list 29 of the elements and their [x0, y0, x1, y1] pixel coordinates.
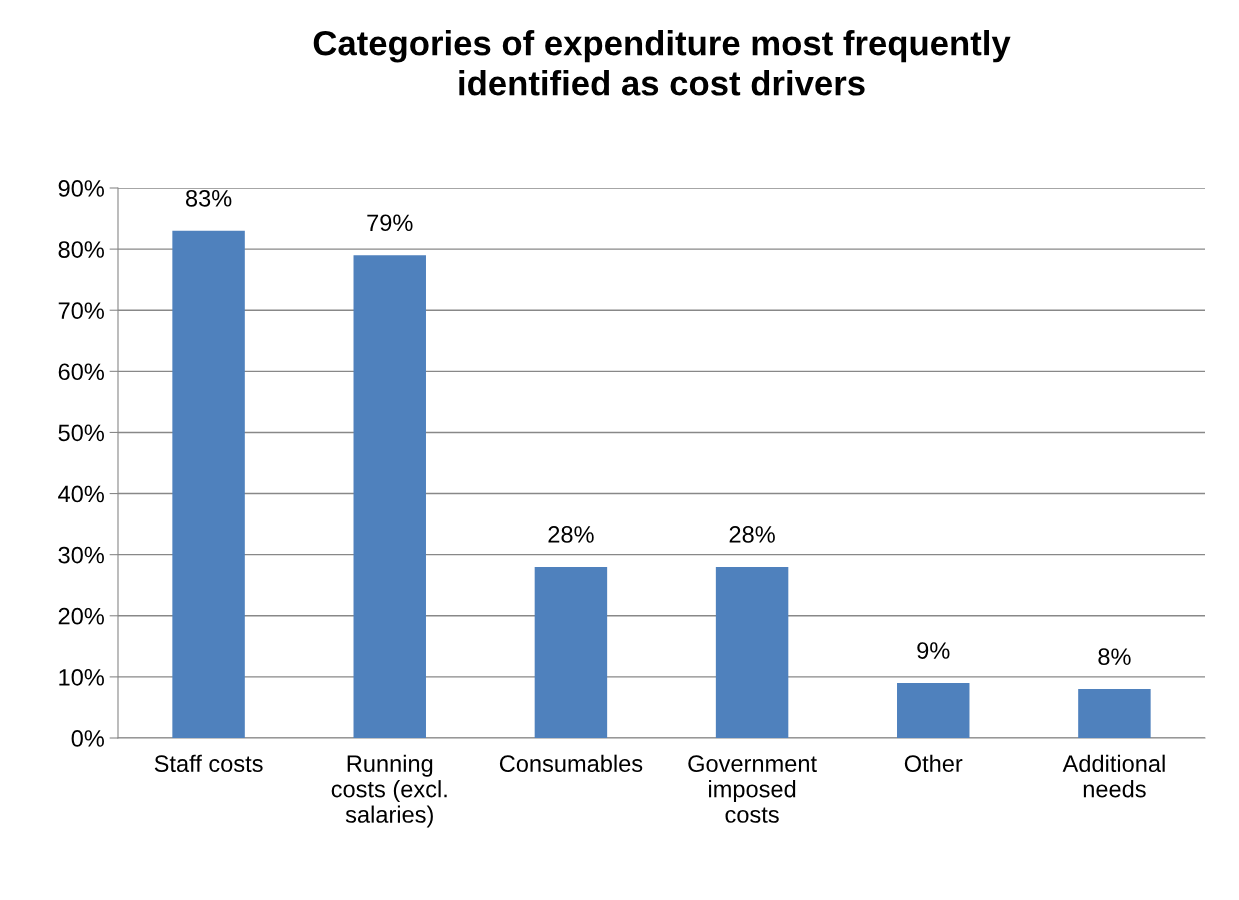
- y-tick-label: 70%: [58, 302, 104, 320]
- bar: [715, 566, 789, 738]
- x-tick-label: Other: [904, 754, 963, 773]
- data-label: 83%: [185, 189, 232, 207]
- y-tick-label: 10%: [59, 668, 104, 686]
- x-tick-label: Staff costs: [154, 754, 263, 773]
- x-tick-label: Running costs (excl. salaries): [331, 754, 447, 828]
- data-label: 9%: [917, 642, 950, 659]
- data-label: 8%: [1098, 648, 1131, 665]
- x-tick-label: Consumables: [499, 754, 643, 773]
- bar: [897, 683, 970, 738]
- bar: [1078, 689, 1151, 738]
- bar: [172, 230, 245, 738]
- y-tick-label: 20%: [58, 607, 104, 625]
- data-label: 28%: [548, 526, 594, 543]
- x-tick-label: Government imposed costs: [688, 755, 817, 823]
- data-label: 28%: [729, 526, 775, 543]
- data-label: 79%: [367, 214, 413, 232]
- y-tick-label: 60%: [58, 363, 104, 381]
- bar: [534, 566, 608, 738]
- y-tick-label: 40%: [58, 485, 104, 503]
- bar: [353, 255, 426, 738]
- chart-title: Categories of expenditure most frequently identified as cost drivers: [313, 30, 1011, 96]
- y-tick-label: 0%: [71, 730, 104, 747]
- y-tick-label: 80%: [58, 241, 104, 258]
- y-tick-label: 30%: [58, 546, 104, 564]
- x-tick-label: Additional needs: [1062, 754, 1165, 798]
- y-tick-label: 50%: [58, 424, 104, 442]
- y-tick-label: 90%: [58, 180, 104, 197]
